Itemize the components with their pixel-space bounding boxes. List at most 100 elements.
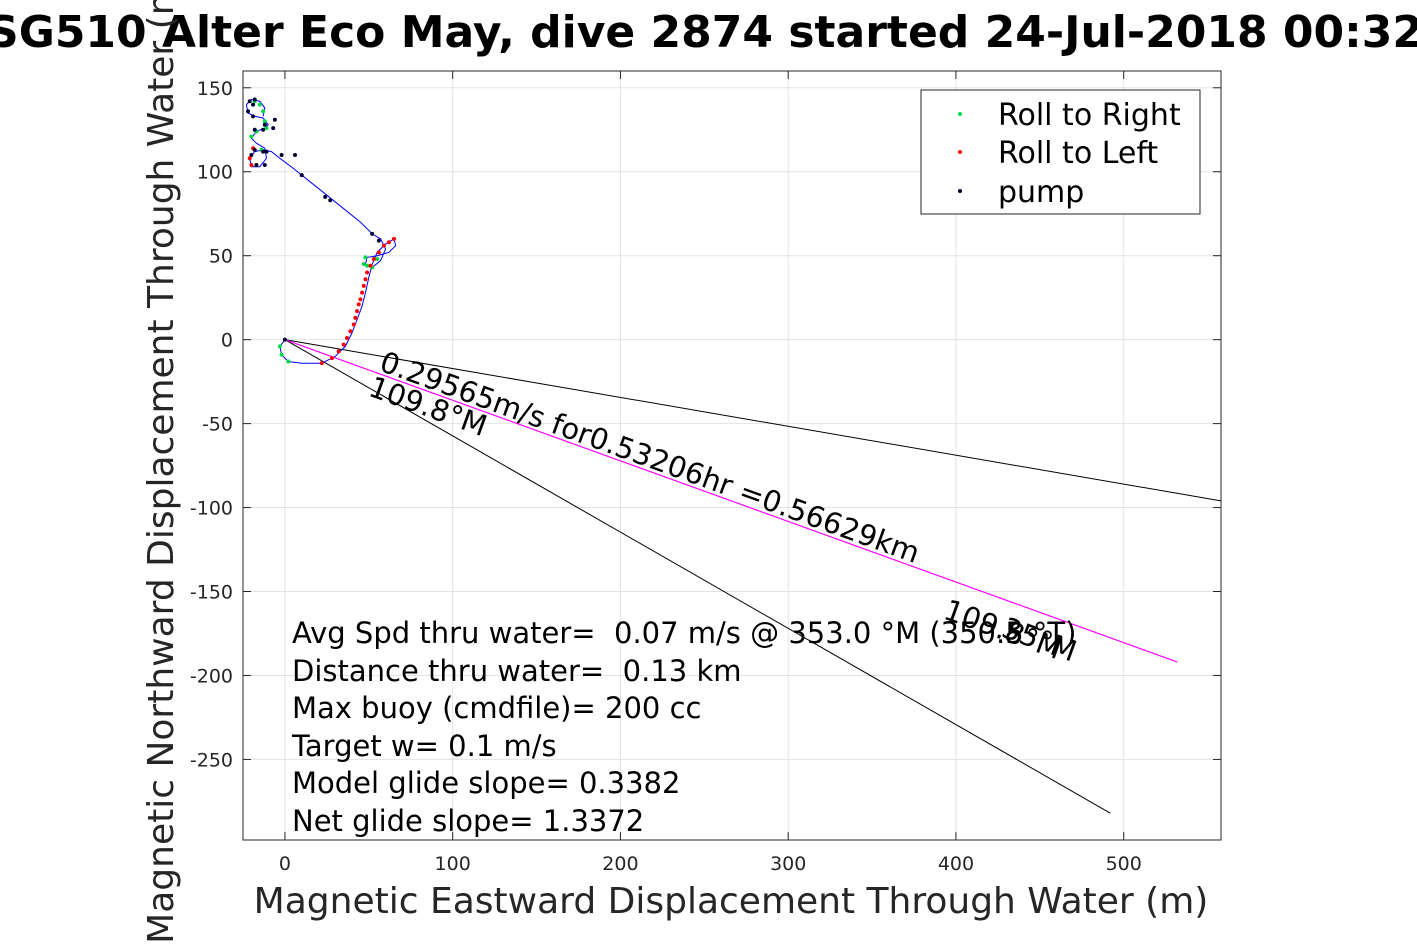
y-tick-label: 100 xyxy=(197,162,233,184)
legend-label-roll-right: Roll to Right xyxy=(998,98,1181,133)
pump-point xyxy=(251,114,256,119)
roll-left-point xyxy=(386,240,391,245)
y-tick-label: -150 xyxy=(190,582,233,604)
roll-left-point xyxy=(361,283,366,288)
roll-right-point xyxy=(261,109,266,114)
stat-net-glide: Net glide slope= 1.3372 xyxy=(292,804,644,838)
roll-right-point xyxy=(257,102,262,107)
pump-point xyxy=(370,231,375,236)
legend-label-pump: pump xyxy=(998,175,1084,210)
pump-point xyxy=(249,152,254,157)
x-tick-label: 500 xyxy=(1106,853,1142,875)
legend: Roll to Right Roll to Left pump xyxy=(920,89,1201,215)
legend-box xyxy=(920,89,1201,215)
roll-left-point xyxy=(351,322,356,327)
roll-left-point xyxy=(371,257,376,262)
chart-title: SG510 Alter Eco May, dive 2874 started 2… xyxy=(0,7,1417,58)
roll-right-point xyxy=(363,255,368,260)
y-tick-label: -200 xyxy=(190,665,233,687)
roll-left-point xyxy=(376,250,381,255)
pump-point xyxy=(252,147,257,152)
y-tick-label: 0 xyxy=(221,330,233,352)
roll-right-point xyxy=(286,359,291,364)
pump-point xyxy=(279,152,284,157)
roll-left-point xyxy=(348,329,353,334)
y-tick-label: 50 xyxy=(209,246,233,268)
roll-right-point xyxy=(375,257,380,262)
pump-point xyxy=(262,163,267,168)
plot-area xyxy=(245,97,1221,814)
roll-right-point xyxy=(365,263,370,268)
x-tick-label: 200 xyxy=(602,853,638,875)
y-axis-label: Magnetic Northward Displacement Through … xyxy=(141,0,182,944)
x-axis-label: Magnetic Eastward Displacement Through W… xyxy=(254,881,1209,922)
wedge-line xyxy=(284,339,1221,502)
pump-point xyxy=(323,194,328,199)
y-tick-label: -250 xyxy=(190,749,233,771)
roll-left-point xyxy=(247,156,252,161)
x-tick-label: 100 xyxy=(435,853,471,875)
wedge-line xyxy=(284,339,1111,814)
roll-left-point xyxy=(365,270,370,275)
pump-point xyxy=(247,99,252,104)
roll-left-point xyxy=(319,361,324,366)
pump-point xyxy=(261,149,266,154)
roll-right-point xyxy=(361,262,366,267)
pump-point xyxy=(376,238,381,243)
pump-point xyxy=(328,198,333,203)
roll-left-point xyxy=(341,342,346,347)
roll-left-point xyxy=(391,236,396,241)
stats-block: Avg Spd thru water= 0.07 m/s @ 353.0 °M … xyxy=(291,616,1076,838)
stat-target-w: Target w= 0.1 m/s xyxy=(291,729,557,763)
legend-marker-roll-left xyxy=(958,150,962,154)
roll-left-point xyxy=(360,290,365,295)
stat-distance: Distance thru water= 0.13 km xyxy=(292,654,742,688)
pump-point xyxy=(299,173,304,178)
roll-left-point xyxy=(353,315,358,320)
pump-point xyxy=(264,149,269,154)
roll-left-point xyxy=(368,263,373,268)
pump-point xyxy=(272,117,277,122)
y-tick-label: -100 xyxy=(190,498,233,520)
roll-left-point xyxy=(356,302,361,307)
legend-label-roll-left: Roll to Left xyxy=(998,136,1158,171)
pump-point xyxy=(261,127,266,132)
x-tick-label: 400 xyxy=(938,853,974,875)
pump-point xyxy=(262,122,267,127)
pump-point xyxy=(282,337,287,342)
axes: 0 100 200 300 400 500150100500-50-100-150-200… xyxy=(190,70,1222,875)
pump-point xyxy=(246,109,251,114)
pump-point xyxy=(254,163,259,168)
roll-left-point xyxy=(355,309,360,314)
roll-right-point xyxy=(264,126,269,131)
roll-left-point xyxy=(249,163,254,168)
roll-left-point xyxy=(363,277,368,282)
roll-left-point xyxy=(336,349,341,354)
roll-right-point xyxy=(262,119,267,124)
pump-point xyxy=(271,126,276,131)
pump-point xyxy=(293,152,298,157)
pump-point xyxy=(251,102,256,107)
y-tick-label: 150 xyxy=(197,78,233,100)
roll-right-point xyxy=(249,134,254,139)
stat-max-buoy: Max buoy (cmdfile)= 200 cc xyxy=(292,691,701,725)
legend-marker-pump xyxy=(958,189,962,193)
pump-point xyxy=(252,127,257,132)
roll-left-point xyxy=(358,297,363,302)
stat-model-glide: Model glide slope= 0.3382 xyxy=(292,766,680,800)
roll-left-point xyxy=(345,335,350,340)
roll-left-point xyxy=(329,356,334,361)
axes-box xyxy=(242,70,1222,841)
pump-point xyxy=(252,97,257,102)
x-tick-label: 0 xyxy=(279,853,291,875)
plot-inner xyxy=(245,97,1221,814)
legend-marker-roll-right xyxy=(958,112,962,116)
roll-right-point xyxy=(279,352,284,357)
vector-line xyxy=(284,339,1178,663)
grid xyxy=(243,71,1221,840)
roll-left-point xyxy=(381,243,386,248)
x-tick-label: 300 xyxy=(770,853,806,875)
roll-right-point xyxy=(277,344,282,349)
